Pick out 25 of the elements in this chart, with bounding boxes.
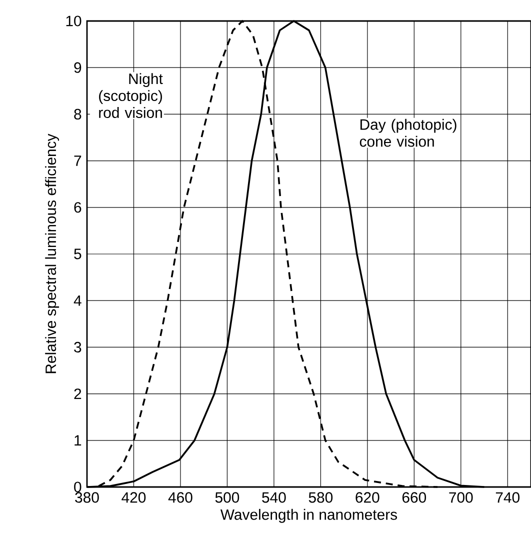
y-tick-label: 1 bbox=[74, 435, 82, 446]
x-tick-label: 620 bbox=[356, 492, 380, 503]
y-tick-label: 7 bbox=[74, 156, 82, 166]
y-axis-title: Relative spectral luminous efficiency bbox=[45, 134, 60, 374]
x-tick-label: 500 bbox=[215, 492, 240, 503]
x-tick-label: 700 bbox=[449, 492, 473, 503]
x-tick-label: 460 bbox=[168, 492, 192, 503]
y-tick-label: 2 bbox=[74, 388, 82, 400]
text: Night (scotopic) rod vision bbox=[99, 73, 163, 118]
y-tick-label: 5 bbox=[74, 248, 82, 260]
y-tick-label: 8 bbox=[74, 108, 82, 120]
x-tick-label: 580 bbox=[308, 492, 333, 503]
y-tick-label: 3 bbox=[74, 342, 82, 352]
y-tick-label: 10 bbox=[66, 16, 82, 26]
y-tick-label: 9 bbox=[74, 62, 82, 73]
x-tick-label: 740 bbox=[496, 492, 520, 503]
x-tick-label: 420 bbox=[122, 492, 146, 503]
y-tick-label: 0 bbox=[74, 482, 82, 492]
y-tick-label: 4 bbox=[74, 295, 82, 306]
x-tick-label: 380 bbox=[75, 492, 99, 503]
x-axis-title: Wavelength in nanometers bbox=[220, 508, 398, 523]
series-label: Day (photopic) cone vision bbox=[360, 118, 456, 147]
x-tick-label: 540 bbox=[262, 492, 286, 503]
x-tick-label: 660 bbox=[402, 492, 426, 503]
y-tick-label: 6 bbox=[74, 202, 82, 213]
